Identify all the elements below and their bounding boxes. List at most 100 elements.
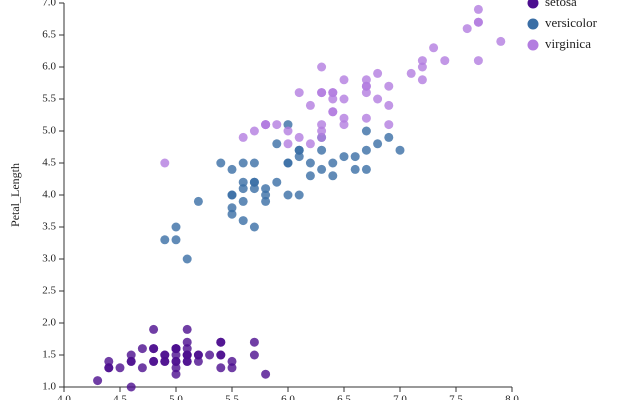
point <box>149 344 159 354</box>
point <box>384 100 394 110</box>
x-tick-label: 6.0 <box>281 394 295 400</box>
point <box>339 75 349 85</box>
point <box>339 113 349 123</box>
point <box>171 350 181 360</box>
y-tick-label: 7.0 <box>42 0 56 9</box>
point <box>249 350 259 360</box>
point <box>149 356 159 366</box>
point <box>350 164 360 174</box>
y-tick-label: 2.0 <box>42 317 56 329</box>
point <box>294 190 304 200</box>
point <box>406 68 416 78</box>
point <box>126 356 136 366</box>
point <box>126 350 136 360</box>
point <box>249 177 259 187</box>
point <box>227 363 237 373</box>
point <box>126 382 136 392</box>
point <box>283 139 293 149</box>
point <box>272 177 282 187</box>
point <box>182 344 192 354</box>
point <box>205 350 215 360</box>
point <box>171 344 181 354</box>
point <box>227 190 237 200</box>
point <box>137 344 147 354</box>
point <box>294 88 304 98</box>
point <box>249 126 259 136</box>
point <box>249 184 259 194</box>
point <box>171 222 181 232</box>
point <box>261 184 271 194</box>
y-tick-label: 4.0 <box>42 189 56 201</box>
point <box>238 184 248 194</box>
y-tick-label: 6.5 <box>42 29 56 41</box>
point <box>305 158 315 168</box>
point <box>193 356 203 366</box>
point <box>137 363 147 373</box>
point <box>462 24 472 34</box>
legend-label: virginica <box>545 36 591 51</box>
point <box>171 369 181 379</box>
point <box>283 126 293 136</box>
point <box>160 356 170 366</box>
point <box>373 94 383 104</box>
point <box>361 126 371 136</box>
point <box>249 337 259 347</box>
point <box>417 62 427 72</box>
point <box>283 158 293 168</box>
point <box>384 132 394 142</box>
point <box>384 120 394 130</box>
point <box>227 164 237 174</box>
point <box>160 235 170 245</box>
x-tick-label: 5.5 <box>225 394 239 400</box>
point <box>115 363 125 373</box>
point <box>361 75 371 85</box>
point <box>182 337 192 347</box>
point <box>373 139 383 149</box>
point <box>238 216 248 226</box>
point <box>238 158 248 168</box>
point <box>361 164 371 174</box>
point <box>339 120 349 130</box>
point <box>417 56 427 66</box>
point <box>160 350 170 360</box>
point <box>294 145 304 155</box>
point <box>261 369 271 379</box>
point <box>305 171 315 181</box>
point <box>317 132 327 142</box>
point <box>361 113 371 123</box>
point <box>440 56 450 66</box>
y-tick-label: 1.0 <box>42 381 56 393</box>
point <box>473 4 483 14</box>
point <box>305 139 315 149</box>
point <box>317 88 327 98</box>
point <box>227 356 237 366</box>
point <box>249 222 259 232</box>
point <box>294 152 304 162</box>
point <box>216 158 226 168</box>
legend-swatch <box>527 18 539 30</box>
point <box>350 152 360 162</box>
x-tick-label: 4.5 <box>113 394 127 400</box>
point <box>272 120 282 130</box>
point <box>104 363 114 373</box>
point <box>249 158 259 168</box>
legend-label: setosa <box>545 0 577 9</box>
x-tick-label: 4.0 <box>57 394 71 400</box>
point <box>182 324 192 334</box>
point <box>93 376 103 386</box>
y-tick-label: 1.5 <box>42 349 56 361</box>
point <box>238 132 248 142</box>
point <box>328 88 338 98</box>
y-tick-label: 2.5 <box>42 285 56 297</box>
point <box>104 356 114 366</box>
x-tick-label: 5.0 <box>169 394 183 400</box>
y-tick-label: 3.0 <box>42 253 56 265</box>
y-tick-label: 5.5 <box>42 93 56 105</box>
x-tick-label: 8.0 <box>505 394 519 400</box>
point <box>373 68 383 78</box>
point <box>193 196 203 206</box>
point <box>182 350 192 360</box>
x-tick-label: 7.5 <box>449 394 463 400</box>
